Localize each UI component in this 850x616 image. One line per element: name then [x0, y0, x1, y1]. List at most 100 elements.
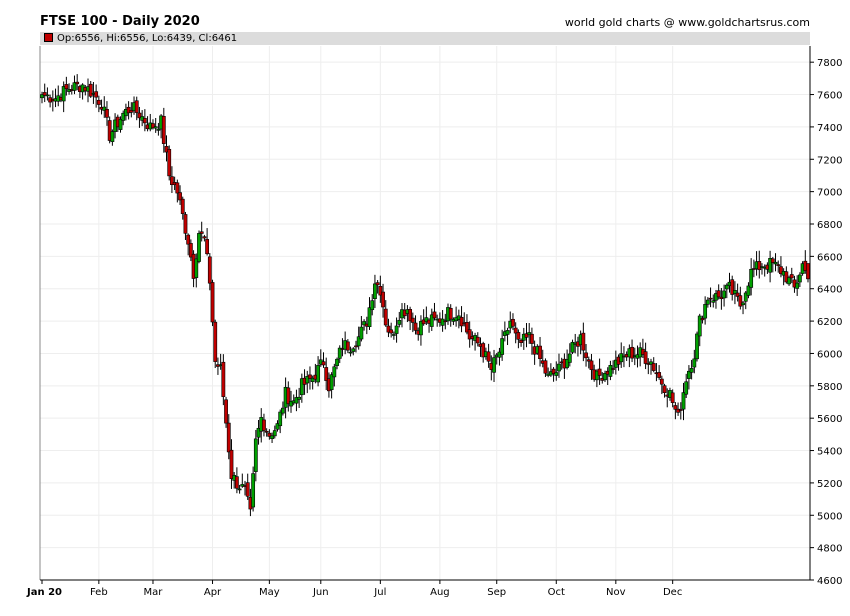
candle-body	[386, 325, 391, 333]
candle-body	[308, 374, 312, 379]
candle-body	[42, 92, 47, 96]
candle-body	[178, 192, 182, 201]
y-tick-label: 5200	[817, 479, 842, 490]
candle-body	[134, 100, 139, 113]
candle-body	[581, 332, 586, 351]
x-tick-label: Aug	[430, 587, 450, 598]
candle-body	[524, 333, 529, 338]
x-tick-label: Apr	[204, 587, 222, 598]
candle-body	[102, 106, 107, 111]
candle-body	[237, 488, 242, 491]
candle-body	[741, 302, 745, 306]
x-tick-label: Nov	[606, 587, 626, 598]
candle-body	[210, 282, 215, 323]
candle-body	[681, 392, 686, 410]
candle-body	[410, 317, 415, 323]
candle-body	[527, 332, 532, 336]
candle-body	[516, 332, 521, 340]
candle-body	[700, 318, 705, 321]
candle-body	[394, 325, 399, 334]
candle-body	[345, 341, 350, 351]
candle-body	[554, 372, 559, 376]
candle-body	[651, 363, 656, 371]
candle-body	[199, 231, 204, 234]
candle-body	[297, 396, 302, 400]
candle-body	[543, 360, 548, 374]
candle-body	[280, 407, 285, 414]
candle-body	[170, 176, 174, 185]
candle-body	[75, 81, 80, 85]
candle-body	[440, 318, 445, 326]
candle-body	[538, 345, 542, 360]
x-tick-label: Jun	[312, 587, 329, 598]
y-tick-label: 7200	[817, 155, 842, 166]
y-tick-label: 7400	[817, 123, 842, 134]
candle-body	[695, 333, 699, 360]
legend-swatch	[44, 33, 53, 42]
candle-body	[245, 482, 250, 497]
candle-body	[72, 82, 77, 91]
candle-body	[375, 282, 380, 286]
candle-body	[64, 84, 69, 90]
candle-body	[151, 123, 155, 129]
y-tick-label: 5400	[817, 447, 842, 458]
candle-body	[432, 311, 437, 319]
candle-body	[153, 126, 158, 129]
candle-body	[275, 423, 280, 430]
candle-body	[373, 283, 377, 299]
candle-body	[448, 307, 453, 320]
candle-body	[294, 397, 299, 404]
candle-body	[586, 359, 591, 362]
candle-body	[565, 359, 570, 368]
candle-body	[735, 292, 740, 297]
candle-body	[156, 129, 161, 131]
candle-body	[40, 94, 44, 99]
candle-body	[603, 372, 607, 381]
candle-body	[205, 239, 210, 255]
candle-body	[310, 377, 315, 382]
candle-body	[597, 368, 602, 376]
y-tick-label: 6600	[817, 252, 842, 263]
candle-body	[619, 353, 624, 363]
candle-body	[270, 435, 274, 440]
candle-body	[662, 385, 667, 393]
candle-body	[267, 432, 272, 437]
candle-body	[329, 374, 334, 391]
y-tick-label: 5600	[817, 414, 842, 425]
candle-body	[670, 392, 675, 403]
candle-body	[673, 405, 678, 410]
candle-body	[96, 99, 101, 105]
candle-body	[286, 387, 291, 405]
y-tick-label: 7000	[817, 188, 842, 199]
y-tick-label: 5800	[817, 382, 842, 393]
candle-body	[711, 300, 716, 303]
candle-body	[611, 368, 616, 370]
candle-body	[443, 320, 448, 323]
y-tick-label: 6200	[817, 317, 842, 328]
candle-body	[678, 409, 683, 411]
candle-body	[795, 282, 800, 289]
candle-body	[757, 261, 762, 271]
candle-body	[779, 266, 783, 275]
candle-body	[397, 319, 402, 325]
candle-body	[589, 360, 594, 370]
candle-body	[299, 378, 304, 396]
candle-body	[362, 321, 366, 326]
candle-body	[324, 367, 329, 381]
candle-body	[424, 317, 429, 322]
candle-body	[419, 321, 423, 336]
candle-body	[183, 214, 188, 234]
x-tick-label: Jul	[373, 587, 386, 598]
plot-area	[40, 46, 810, 580]
candle-body	[784, 271, 789, 283]
x-tick-label: Jan 20	[26, 587, 62, 598]
candle-body	[519, 340, 523, 343]
candle-body	[708, 297, 713, 300]
candle-body	[278, 411, 283, 427]
candle-body	[61, 86, 66, 102]
candle-body	[770, 258, 775, 264]
candle-body	[481, 343, 486, 358]
candle-body	[221, 361, 226, 397]
candle-body	[492, 357, 496, 373]
